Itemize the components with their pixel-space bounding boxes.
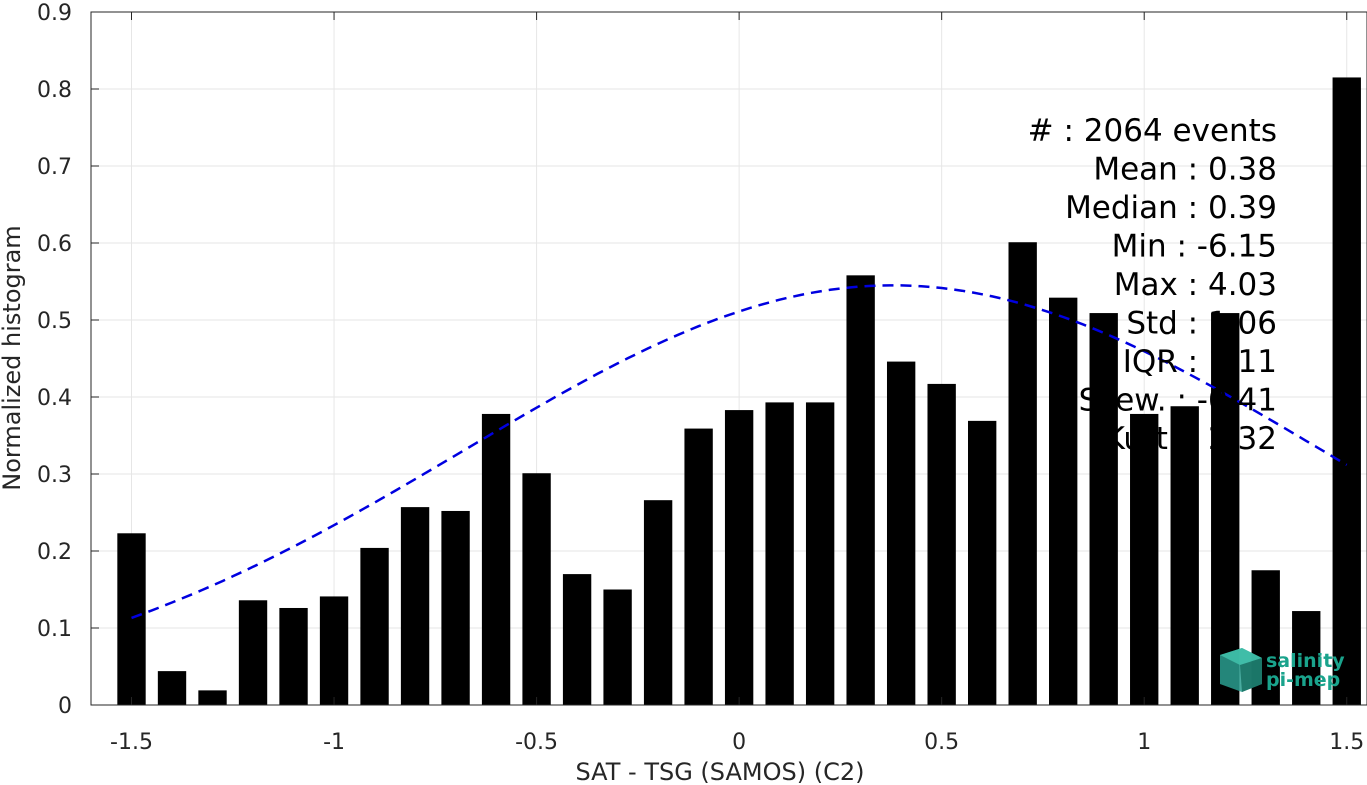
histogram-bar — [927, 383, 956, 705]
histogram-bar — [765, 402, 794, 705]
histogram-bar — [967, 420, 997, 705]
histogram-bar — [1008, 242, 1037, 706]
stat-line: Median : 0.39 — [1065, 190, 1277, 226]
x-tick-label: -1 — [323, 730, 345, 755]
histogram-bar — [1211, 313, 1240, 705]
histogram-bar — [1332, 77, 1361, 705]
y-tick-label: 0.9 — [37, 1, 72, 26]
histogram-bar — [319, 596, 349, 705]
plot-frame — [90, 11, 1367, 706]
stat-line: Skew. : -0.41 — [1079, 383, 1277, 419]
salinity-pi-mep-logo: salinity pi-mep — [1220, 648, 1345, 692]
histogram-bar — [198, 690, 227, 705]
histogram-bar — [157, 671, 187, 705]
y-tick-label: 0.3 — [37, 463, 72, 488]
logo-line-1: salinity — [1266, 650, 1345, 672]
histogram-bar — [400, 507, 430, 705]
stat-line: Mean : 0.38 — [1093, 152, 1277, 188]
y-axis-label: Normalized histogram — [0, 225, 26, 490]
histogram-bar — [1049, 297, 1078, 705]
stat-line: Kurt. : 2.32 — [1105, 421, 1277, 457]
gaussian-fit-curve — [131, 284, 1348, 620]
histogram-bar — [846, 275, 875, 705]
histogram-bar — [684, 428, 713, 705]
stat-line: Max : 4.03 — [1114, 267, 1277, 303]
histogram-bar — [522, 473, 551, 705]
histogram-bar — [562, 574, 592, 705]
histogram-bar — [1089, 313, 1118, 705]
y-axis-ticks: 0 0.1 0.2 0.3 0.4 0.5 0.6 0.7 0.8 0.9 — [37, 1, 99, 719]
x-tick-label: 0 — [732, 730, 746, 755]
y-tick-label: 0.1 — [37, 617, 72, 642]
histogram-bar — [724, 410, 754, 705]
histogram-bar — [1292, 611, 1321, 705]
stat-line: # : 2064 events — [1028, 113, 1277, 149]
x-tick-label: -0.5 — [515, 730, 558, 755]
x-tick-label: 1.5 — [1329, 730, 1364, 755]
histogram-bar — [441, 510, 470, 705]
x-tick-label: 1 — [1137, 730, 1151, 755]
logo-cube-icon — [1220, 648, 1262, 692]
histogram-bar — [279, 607, 308, 705]
y-tick-label: 0.5 — [37, 309, 72, 334]
stat-line: IQR : 1.11 — [1123, 344, 1277, 380]
x-tick-label: 0.5 — [924, 730, 959, 755]
histogram-bar — [1170, 406, 1199, 705]
logo-line-2: pi-mep — [1266, 669, 1340, 691]
stat-line: Min : -6.15 — [1112, 229, 1277, 265]
y-tick-label: 0.4 — [37, 386, 72, 411]
y-tick-label: 0.7 — [37, 155, 72, 180]
y-tick-label: 0 — [58, 694, 72, 719]
histogram-bars — [117, 77, 1361, 706]
histogram-bar — [643, 500, 673, 705]
histogram-bar — [360, 547, 389, 705]
histogram-bar — [805, 402, 835, 705]
x-axis-label: SAT - TSG (SAMOS) (C2) — [576, 758, 865, 785]
x-axis-ticks: -1.5 -1 -0.5 0 0.5 1 1.5 — [110, 12, 1364, 755]
y-tick-label: 0.6 — [37, 232, 72, 257]
histogram-bar — [603, 589, 632, 705]
histogram-bar — [481, 413, 511, 705]
histogram-bar — [238, 600, 268, 705]
histogram-bar — [1130, 413, 1159, 705]
histogram-bar — [886, 361, 916, 705]
histogram-bar — [117, 533, 146, 705]
y-tick-label: 0.8 — [37, 78, 72, 103]
stat-line: Std : 1.06 — [1126, 306, 1277, 342]
x-tick-label: -1.5 — [110, 730, 153, 755]
y-tick-label: 0.2 — [37, 540, 72, 565]
